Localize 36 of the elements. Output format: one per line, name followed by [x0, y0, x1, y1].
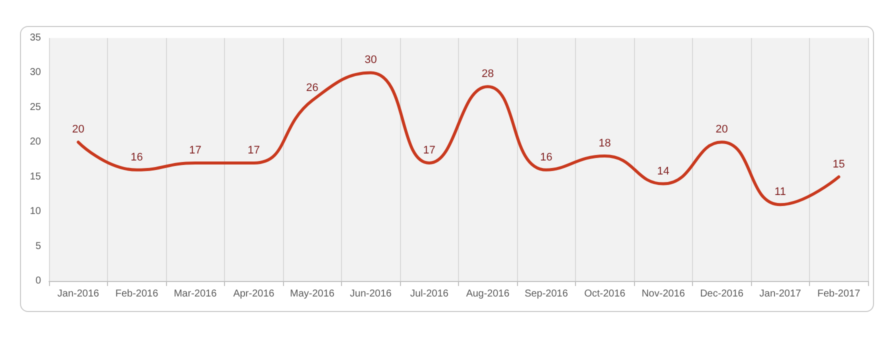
data-label: 17 — [248, 144, 260, 156]
data-label: 11 — [774, 186, 786, 198]
x-tick-label: Dec-2016 — [700, 288, 744, 300]
data-label: 30 — [364, 54, 377, 66]
data-label: 26 — [306, 82, 318, 94]
data-label: 14 — [657, 165, 670, 178]
x-tick-label: Jan-2017 — [759, 288, 802, 300]
y-tick-label: 35 — [30, 32, 42, 44]
data-label: 20 — [716, 124, 728, 136]
data-label: 20 — [72, 124, 84, 136]
y-tick-label: 25 — [30, 102, 42, 113]
x-tick-label: Mar-2016 — [174, 288, 218, 300]
x-tick-label: Aug-2016 — [466, 288, 510, 300]
x-tick-label: Jan-2016 — [57, 288, 100, 300]
x-tick-label: Jun-2016 — [350, 288, 392, 300]
y-tick-label: 5 — [35, 240, 42, 252]
x-tick-label: Feb-2016 — [115, 288, 159, 300]
y-tick-label: 30 — [30, 67, 42, 78]
x-tick-label: Nov-2016 — [642, 288, 686, 300]
y-tick-label: 20 — [30, 136, 42, 148]
data-label: 16 — [540, 151, 552, 164]
x-tick-label: May-2016 — [290, 288, 335, 300]
y-tick-label: 0 — [35, 276, 42, 286]
data-label: 15 — [832, 158, 845, 170]
data-label: 17 — [423, 144, 436, 156]
data-label: 18 — [598, 138, 611, 150]
x-tick-label: Apr-2016 — [233, 288, 275, 300]
data-label: 28 — [482, 68, 494, 80]
x-tick-label: Jul-2016 — [410, 288, 449, 300]
data-label: 16 — [130, 151, 143, 164]
data-label: 17 — [189, 144, 202, 156]
x-tick-label: Feb-2017 — [817, 288, 861, 300]
y-tick-label: 15 — [30, 171, 42, 182]
x-tick-label: Sep-2016 — [524, 288, 568, 300]
x-tick-label: Oct-2016 — [584, 288, 626, 300]
y-tick-label: 10 — [30, 206, 42, 218]
